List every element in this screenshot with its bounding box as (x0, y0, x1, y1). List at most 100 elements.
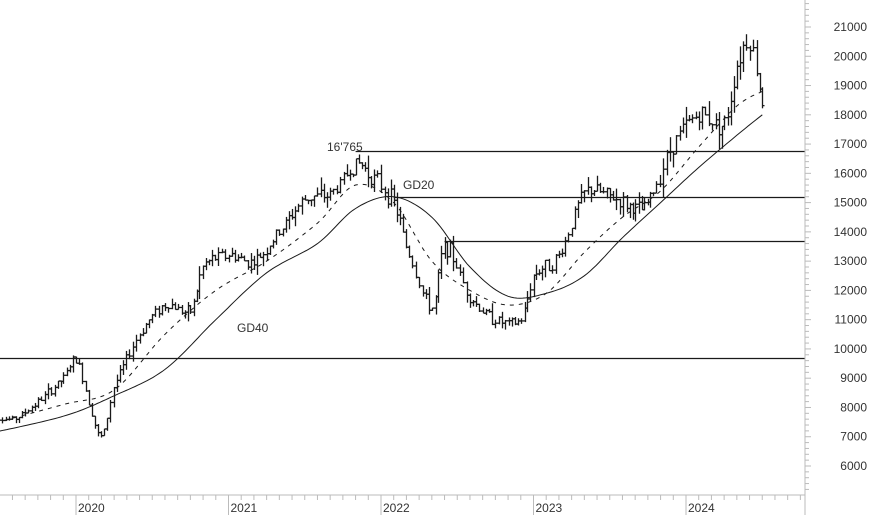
ohlc-bar (586, 177, 591, 195)
ohlc-bar (493, 319, 498, 329)
ohlc-bar (315, 187, 320, 197)
ohlc-bar (230, 247, 235, 257)
ohlc-bar (261, 251, 266, 267)
ohlc-bar (707, 101, 712, 127)
gd40-label: GD40 (237, 321, 269, 335)
ohlc-bar (325, 192, 330, 208)
ohlc-bar (642, 196, 647, 211)
ohlc-bar (141, 328, 146, 337)
ohlc-bar (661, 158, 666, 198)
ohlc-bar (468, 293, 473, 308)
ohlc-bar (46, 383, 51, 400)
ohlc-bar (379, 164, 384, 194)
ohlc-bar (249, 253, 254, 274)
ohlc-bar (703, 106, 708, 116)
ohlc-bar (68, 364, 73, 373)
ohlc-bar (654, 181, 659, 194)
ohlc-bar (570, 227, 575, 237)
ohlc-bar (319, 177, 324, 198)
ohlc-bar (201, 265, 206, 280)
ohlc-bar (748, 45, 753, 61)
ohlc-bar (410, 255, 415, 269)
ohlc-bar (366, 155, 371, 188)
ohlc-bar (755, 40, 760, 77)
ohlc-bar (345, 164, 350, 177)
ohlc-bar (700, 106, 705, 130)
ohlc-bar (284, 216, 289, 233)
ohlc-bar (0, 419, 1, 421)
ohlc-bar (112, 386, 117, 408)
ohlc-bar (147, 319, 152, 329)
ohlc-bar (490, 303, 495, 326)
y-tick-label: 13000 (834, 254, 868, 268)
ohlc-bar (322, 183, 327, 203)
ohlc-bar (61, 372, 66, 384)
y-tick-label: 18000 (834, 108, 868, 122)
ohlc-bar (658, 174, 663, 188)
gd40-line (0, 114, 763, 432)
ohlc-bar (760, 87, 765, 109)
ohlc-bar (500, 311, 505, 329)
ohlc-bar (744, 34, 749, 51)
ohlc-bar (170, 298, 175, 310)
ohlc-bar (722, 115, 727, 131)
ohlc-bar (331, 188, 336, 195)
x-tick-label: 2023 (536, 501, 563, 515)
ohlc-bar (56, 380, 61, 389)
ohlc-bar (611, 190, 616, 201)
ohlc-bar (735, 60, 740, 90)
ohlc-bar (252, 255, 257, 270)
annotations: 16'765 GD20 GD40 (237, 140, 435, 335)
ohlc-bar (121, 360, 126, 375)
ohlc-bar (197, 266, 202, 300)
y-tick-label: 10000 (834, 342, 868, 356)
ohlc-bar (621, 192, 626, 217)
ohlc-bar (274, 229, 279, 245)
y-tick-label: 11000 (835, 313, 868, 327)
ohlc-bar (74, 356, 79, 364)
ohlc-bar (717, 112, 722, 150)
ohlc-bar (684, 106, 689, 138)
ohlc-bar (697, 111, 702, 131)
ohlc-bar (528, 283, 533, 302)
ohlc-bar (461, 267, 466, 284)
ohlc-bar (579, 184, 584, 204)
ohlc-bar (166, 306, 171, 313)
y-tick-label: 20000 (834, 49, 868, 63)
ohlc-bar (134, 334, 139, 352)
ohlc-bar (566, 232, 571, 243)
ohlc-bar (312, 195, 317, 207)
x-tick-label: 2020 (78, 501, 105, 515)
ohlc-bar (687, 115, 692, 122)
peak-label: 16'765 (327, 140, 363, 154)
y-tick-label: 17000 (834, 137, 868, 151)
ohlc-bar (547, 258, 552, 272)
ohlc-bar (39, 396, 44, 402)
ohlc-bar (10, 415, 15, 420)
ohlc-bar (354, 158, 359, 176)
y-tick-label: 21000 (834, 20, 868, 34)
ohlc-bar (732, 76, 737, 113)
ohlc-bar (49, 387, 54, 396)
ohlc-bar (710, 123, 715, 131)
ohlc-bar (118, 365, 123, 383)
x-tick-label: 2024 (688, 501, 715, 515)
ohlc-bar (115, 374, 120, 392)
ohlc-bar (108, 399, 113, 423)
ohlc-bar (160, 304, 165, 316)
ohlc-bar (348, 169, 353, 181)
ohlc-bar (242, 255, 247, 262)
ohlc-bar (210, 249, 215, 267)
ohlc-bar (401, 213, 406, 233)
ohlc-bar (268, 245, 273, 255)
ohlc-bar (690, 114, 695, 124)
ohlc-bar (338, 176, 343, 194)
ohlc-bar (43, 391, 48, 405)
x-tick-label: 2022 (383, 501, 410, 515)
ohlc-bar (595, 175, 600, 192)
ohlc-bar (392, 184, 397, 207)
ohlc-bar (458, 264, 463, 276)
ohlc-bar (204, 258, 209, 271)
